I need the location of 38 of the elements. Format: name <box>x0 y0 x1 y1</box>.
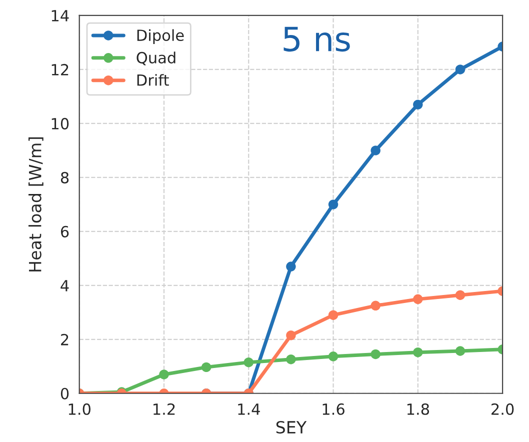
point <box>455 346 466 356</box>
point <box>370 300 380 311</box>
x-tick-label: 1.0 <box>68 403 90 415</box>
x-tick-label: 1.8 <box>407 403 430 415</box>
y-tick-label: 10 <box>52 118 69 130</box>
y-tick-label: 12 <box>52 64 68 76</box>
y-axis-title: Heat load [W/m] <box>28 137 44 272</box>
legend-label: Drift <box>137 74 169 86</box>
y-tick-label: 2 <box>61 334 68 346</box>
point <box>370 349 380 360</box>
y-tick-label: 14 <box>52 10 69 22</box>
x-tick-label: 1.2 <box>154 403 175 415</box>
y-tick-label: 0 <box>60 388 69 400</box>
y-tick-label: 8 <box>60 172 69 184</box>
point <box>201 362 212 372</box>
point <box>159 370 169 380</box>
point <box>413 100 423 110</box>
x-axis-title: SEY <box>276 420 307 434</box>
legend-label: Dipole <box>137 29 184 44</box>
x-tick-label: 1.6 <box>322 403 344 415</box>
point <box>328 200 338 210</box>
point <box>455 290 466 300</box>
point <box>286 354 296 364</box>
x-tick-label: 2.0 <box>492 403 514 415</box>
point <box>328 352 338 362</box>
point <box>455 64 466 74</box>
y-tick-label: 4 <box>60 280 69 292</box>
point <box>244 357 254 368</box>
legend-label: Quad <box>136 52 176 66</box>
x-tick-label: 1.4 <box>238 404 260 415</box>
point <box>370 146 380 156</box>
y-tick-label: 6 <box>60 226 69 238</box>
point <box>286 262 296 272</box>
point <box>328 310 338 320</box>
point <box>413 347 423 358</box>
annotation: 5 ns <box>284 26 350 52</box>
point <box>413 294 423 304</box>
point <box>286 330 296 340</box>
